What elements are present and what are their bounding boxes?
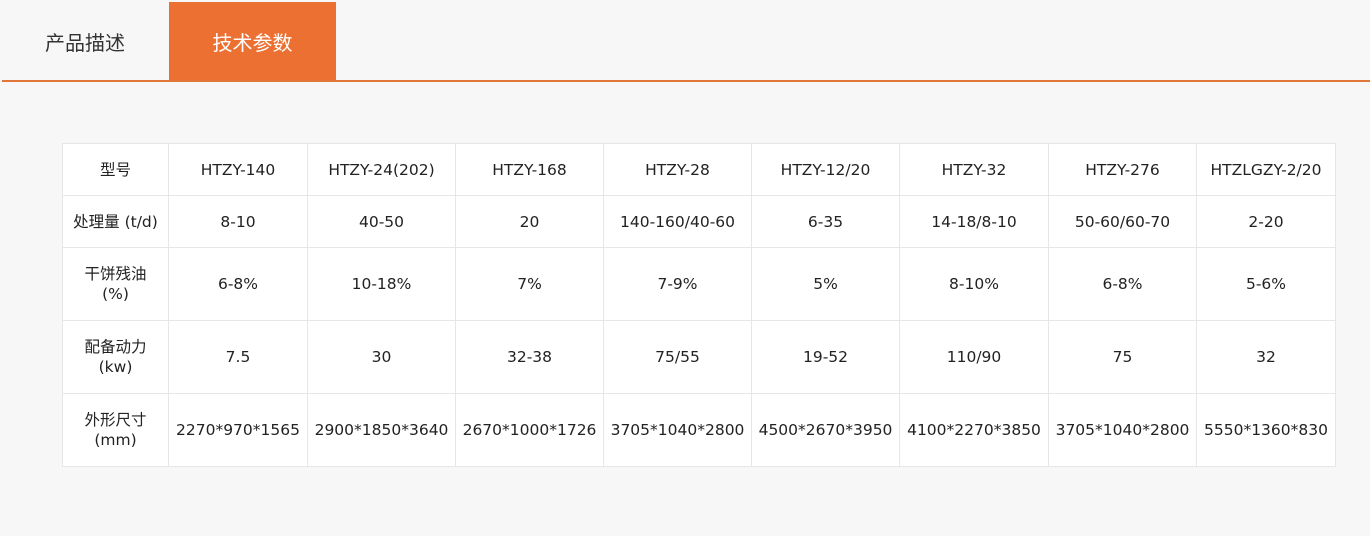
table-cell: 75: [1048, 320, 1197, 394]
row-header: 处理量 (t/d): [62, 195, 169, 248]
table-cell: 50-60/60-70: [1048, 195, 1197, 248]
row-header: 型号: [62, 143, 169, 196]
tab-technical-parameters[interactable]: 技术参数: [169, 2, 336, 80]
table-cell: 8-10: [168, 195, 308, 248]
table-row: 型号 HTZY-140 HTZY-24(202) HTZY-168 HTZY-28 HTZ…: [62, 143, 1336, 196]
table-cell: 7%: [455, 247, 604, 321]
table-cell: 5550*1360*830: [1196, 393, 1336, 467]
row-header-text: (mm): [94, 431, 137, 449]
table-cell: HTZY-276: [1048, 143, 1197, 196]
row-header-text: (kw): [98, 358, 133, 376]
table-cell: HTZY-28: [603, 143, 752, 196]
table-cell: HTZY-24(202): [307, 143, 456, 196]
table-cell: 5-6%: [1196, 247, 1336, 321]
table-cell: 3705*1040*2800: [603, 393, 752, 467]
table-cell: 2-20: [1196, 195, 1336, 248]
table-cell: 32: [1196, 320, 1336, 394]
table-cell: 2670*1000*1726: [455, 393, 604, 467]
table-row: 外形尺寸 (mm) 2270*970*1565 2900*1850*3640 2670*…: [62, 393, 1336, 467]
table-row: 干饼残油 (%) 6-8% 10-18% 7% 7-9% 5% 8-10% 6-8% 5-6%: [62, 247, 1336, 321]
table-cell: 2900*1850*3640: [307, 393, 456, 467]
tab-product-description[interactable]: 产品描述: [45, 31, 125, 55]
row-header-text: 处理量 (t/d): [73, 212, 158, 231]
table-cell: HTZY-32: [899, 143, 1049, 196]
table-cell: 140-160/40-60: [603, 195, 752, 248]
table-row: 处理量 (t/d) 8-10 40-50 20 140-160/40-60 6-35 14-…: [62, 195, 1336, 248]
table-cell: 6-8%: [168, 247, 308, 321]
table-cell: 32-38: [455, 320, 604, 394]
table-cell: 40-50: [307, 195, 456, 248]
table-cell: 10-18%: [307, 247, 456, 321]
spec-table: 型号 HTZY-140 HTZY-24(202) HTZY-168 HTZY-28 HTZ…: [62, 143, 1336, 467]
table-cell: 75/55: [603, 320, 752, 394]
table-cell: HTZY-140: [168, 143, 308, 196]
table-cell: 4100*2270*3850: [899, 393, 1049, 467]
row-header: 外形尺寸 (mm): [62, 393, 169, 467]
table-cell: 110/90: [899, 320, 1049, 394]
table-cell: 20: [455, 195, 604, 248]
row-header-text: 外形尺寸: [84, 411, 147, 429]
row-header: 配备动力 (kw): [62, 320, 169, 394]
tab-bar: 产品描述 技术参数: [2, 2, 1370, 82]
row-header-text: (%): [102, 285, 129, 303]
table-cell: HTZY-12/20: [751, 143, 900, 196]
table-cell: 2270*970*1565: [168, 393, 308, 467]
table-cell: HTZY-168: [455, 143, 604, 196]
table-cell: 8-10%: [899, 247, 1049, 321]
table-cell: 14-18/8-10: [899, 195, 1049, 248]
row-header-text: 型号: [99, 160, 131, 179]
table-cell: 7-9%: [603, 247, 752, 321]
row-header-text: 干饼残油: [84, 265, 147, 283]
table-cell: 3705*1040*2800: [1048, 393, 1197, 467]
table-cell: 6-8%: [1048, 247, 1197, 321]
table-cell: 19-52: [751, 320, 900, 394]
table-cell: 7.5: [168, 320, 308, 394]
table-cell: 4500*2670*3950: [751, 393, 900, 467]
row-header: 干饼残油 (%): [62, 247, 169, 321]
table-cell: 5%: [751, 247, 900, 321]
row-header-text: 配备动力: [84, 338, 147, 356]
table-row: 配备动力 (kw) 7.5 30 32-38 75/55 19-52 110/90 75 32: [62, 320, 1336, 394]
table-cell: 30: [307, 320, 456, 394]
table-cell: HTZLGZY-2/20: [1196, 143, 1336, 196]
table-cell: 6-35: [751, 195, 900, 248]
